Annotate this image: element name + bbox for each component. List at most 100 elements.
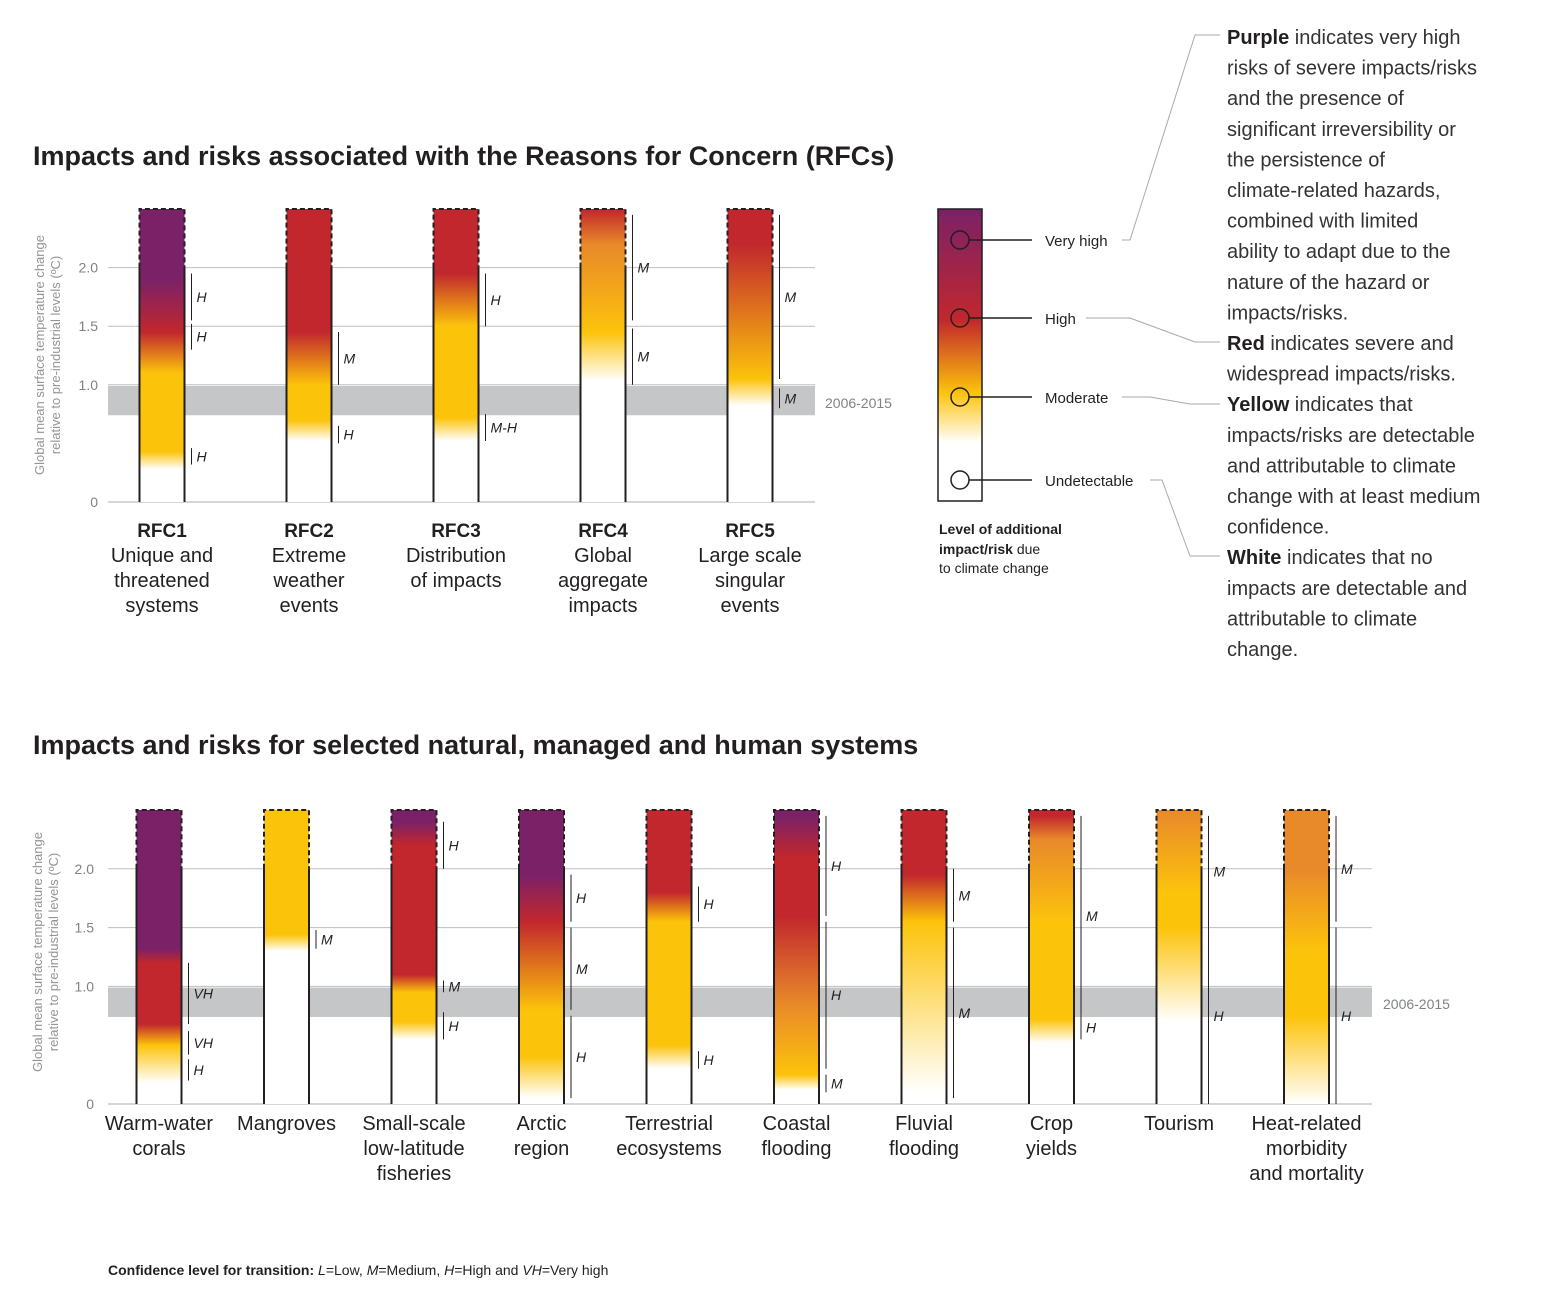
bar-code-label: RFC1 <box>137 521 187 542</box>
y-tick-label: 2.0 <box>75 861 95 877</box>
confidence-label: H <box>1341 1008 1352 1024</box>
legend-title-line1: Level of additional <box>939 521 1062 537</box>
bar-category-label: Global <box>574 545 632 567</box>
bar-category-label: impacts <box>569 595 638 617</box>
bar-rfc-2: H M RFC2 Extreme weather events <box>272 208 356 617</box>
explanation-white-word: White <box>1227 547 1281 569</box>
legend-title-line3: to climate change <box>939 560 1049 576</box>
systems-bars: H VH VH Warm-water corals M Mangroves H M H Small-… <box>105 809 1364 1185</box>
bar-category-label: aggregate <box>558 570 648 592</box>
bar-dashed-top <box>432 208 480 268</box>
explanation-red-line: Red indicates severe and <box>1227 333 1454 355</box>
bar-fill <box>774 810 819 1104</box>
bar-category-label: flooding <box>889 1138 959 1160</box>
confidence-label: M <box>576 961 588 977</box>
risk-legend: Very high High Moderate Undetectable Level … <box>937 34 1220 576</box>
bar-rfc-5: M M RFC5 Large scale singular events <box>698 208 802 617</box>
y-tick-label: 1.5 <box>79 318 99 334</box>
explanation-white-line: impacts are detectable and <box>1227 578 1467 600</box>
confidence-label: VH <box>194 985 214 1001</box>
bar-category-label: events <box>280 595 339 617</box>
confidence-label: M <box>959 887 971 903</box>
explanation-purple-line: risks of severe impacts/risks <box>1227 58 1477 80</box>
confidence-label: H <box>1086 1020 1097 1036</box>
explanation-white-line: White indicates that no <box>1227 547 1433 569</box>
confidence-label: M <box>321 931 333 947</box>
bar-rfc-3: M-H H RFC3 Distribution of impacts <box>406 208 518 592</box>
bar-category-label: singular <box>715 570 785 592</box>
bar-category-label: threatened <box>114 570 210 592</box>
bar-rfc-1: H H H RFC1 Unique and threatened systems <box>111 208 213 617</box>
bar-sys-5: H H Terrestrial ecosystems <box>616 809 722 1160</box>
bar-category-label: ecosystems <box>616 1138 722 1160</box>
bar-sys-9: H M Tourism <box>1144 809 1226 1135</box>
bar-rfc-4: M M RFC4 Global aggregate impacts <box>558 208 650 617</box>
explanation-purple-line: and the presence of <box>1227 88 1404 110</box>
legend-title-rest: due <box>1013 541 1040 557</box>
bar-category-label: flooding <box>761 1138 831 1160</box>
bar-code-label: RFC3 <box>431 521 481 542</box>
bar-category-label: region <box>514 1138 570 1160</box>
bar-sys-10: H M Heat-related morbidity and mortality <box>1249 809 1364 1185</box>
bar-fill <box>727 209 773 502</box>
bar-sys-8: H M Crop yields <box>1026 809 1098 1160</box>
confidence-label: H <box>576 1049 587 1065</box>
y-tick-label: 0 <box>90 494 98 510</box>
bar-dashed-top <box>138 208 186 268</box>
confidence-label: H <box>197 289 208 305</box>
bar-category-label: Terrestrial <box>625 1113 713 1135</box>
bar-category-label: events <box>721 595 780 617</box>
legend-gradient-bar <box>937 208 983 502</box>
explanation-purple-line: climate-related hazards, <box>1227 180 1440 202</box>
confidence-label: M <box>959 1005 971 1021</box>
explanation-purple-line: combined with limited <box>1227 211 1418 233</box>
bar-fill <box>1284 810 1329 1104</box>
bar-category-label: Coastal <box>763 1113 831 1135</box>
bar-sys-6: M H H Coastal flooding <box>761 809 843 1160</box>
legend-label-undetectable: Undetectable <box>1045 473 1133 490</box>
y-tick-label: 1.0 <box>79 377 99 393</box>
confidence-label: H <box>344 427 355 443</box>
bar-category-label: of impacts <box>410 570 501 592</box>
bar-sys-2: M Mangroves <box>237 809 336 1135</box>
bar-category-label: low-latitude <box>363 1138 464 1160</box>
confidence-label: H <box>831 987 842 1003</box>
legend-title-line2: impact/risk due <box>939 541 1040 557</box>
bar-fill <box>136 810 182 1104</box>
confidence-footnote: Confidence level for transition: L=Low, … <box>108 1262 608 1278</box>
bar-fill <box>139 209 185 502</box>
bar-category-label: Arctic <box>517 1113 567 1135</box>
explanation-purple-line: significant irreversibility or <box>1227 119 1456 141</box>
confidence-label: H <box>704 1052 715 1068</box>
confidence-label: H <box>197 448 208 464</box>
bar-fill <box>580 209 626 502</box>
bar-code-label: RFC2 <box>284 521 334 542</box>
confidence-label: M <box>785 289 797 305</box>
systems-band-label: 2006-2015 <box>1383 996 1450 1012</box>
y-tick-label: 1.5 <box>75 920 95 936</box>
explanation-purple-word: Purple <box>1227 27 1289 49</box>
bar-category-label: Crop <box>1030 1113 1073 1135</box>
legend-connectors <box>1086 34 1220 557</box>
bar-fill <box>286 209 332 502</box>
bar-code-label: RFC4 <box>578 521 628 542</box>
confidence-label: H <box>831 858 842 874</box>
systems-ylabel-line2: relative to pre-industrial levels (ºC) <box>46 853 61 1051</box>
bar-category-label: and mortality <box>1249 1163 1364 1185</box>
explanation-red-word: Red <box>1227 333 1265 355</box>
explanation-yellow-word: Yellow <box>1227 394 1290 416</box>
legend-label-moderate: Moderate <box>1045 390 1108 407</box>
bar-fill <box>433 209 479 502</box>
explanation-purple-line: nature of the hazard or <box>1227 272 1430 294</box>
bar-sys-1: H VH VH Warm-water corals <box>105 809 214 1160</box>
legend-title-bold: impact/risk <box>939 541 1013 557</box>
bar-dashed-top <box>1155 809 1203 869</box>
bar-category-label: weather <box>272 570 344 592</box>
confidence-label: H <box>1214 1008 1225 1024</box>
y-tick-label: 1.0 <box>75 978 95 994</box>
confidence-label: H <box>576 890 587 906</box>
bar-sys-3: H M H Small-scale low-latitude fisheries <box>362 809 466 1185</box>
y-tick-label: 0 <box>86 1096 94 1112</box>
bar-category-label: fisheries <box>377 1163 451 1185</box>
